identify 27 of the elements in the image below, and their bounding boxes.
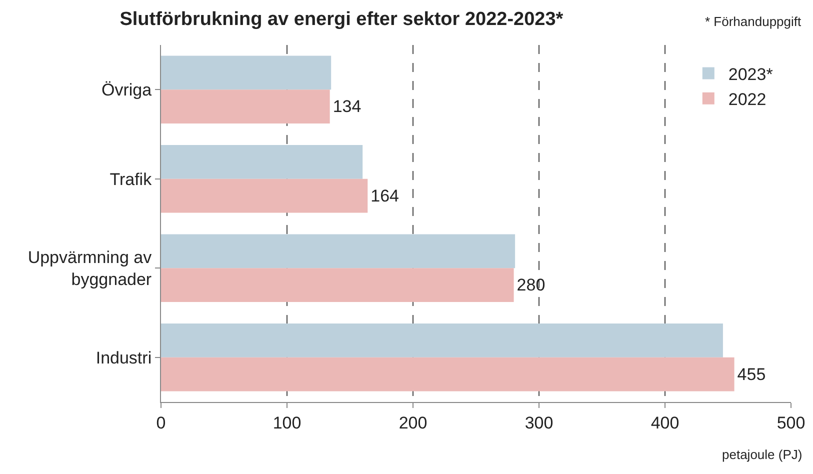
legend-label: 2023* [728, 64, 774, 84]
x-tick-label: 400 [650, 413, 680, 432]
x-tick-label: 500 [776, 413, 806, 432]
y-tick-label: Övriga [102, 80, 152, 100]
bar [161, 56, 332, 90]
legend-label: 2022 [728, 90, 766, 109]
bar [161, 268, 514, 302]
text: * Förhanduppgift [705, 14, 802, 29]
bar [161, 323, 723, 358]
bar [161, 357, 734, 392]
bar [161, 234, 516, 268]
x-tick-label: 100 [272, 413, 302, 432]
chart-title: Slutförbrukning av energi efter sektor 2022-2023* [120, 9, 564, 30]
data-label: 280 [516, 276, 546, 295]
x-axis-title: petajoule (PJ) [722, 447, 802, 462]
bar [161, 144, 363, 179]
x-tick-label: 300 [524, 413, 554, 432]
y-tick-label: Industri [96, 348, 152, 368]
y-tick-label: Uppvärmning av byggnader [28, 248, 152, 290]
x-tick-label: 0 [156, 413, 166, 432]
data-label: 164 [370, 186, 400, 206]
data-label: 455 [737, 364, 766, 384]
data-label: 134 [332, 97, 362, 116]
x-tick-label: 200 [398, 413, 428, 432]
bar [161, 178, 368, 213]
y-tick-label: Trafik [110, 170, 152, 189]
bar [161, 90, 330, 124]
